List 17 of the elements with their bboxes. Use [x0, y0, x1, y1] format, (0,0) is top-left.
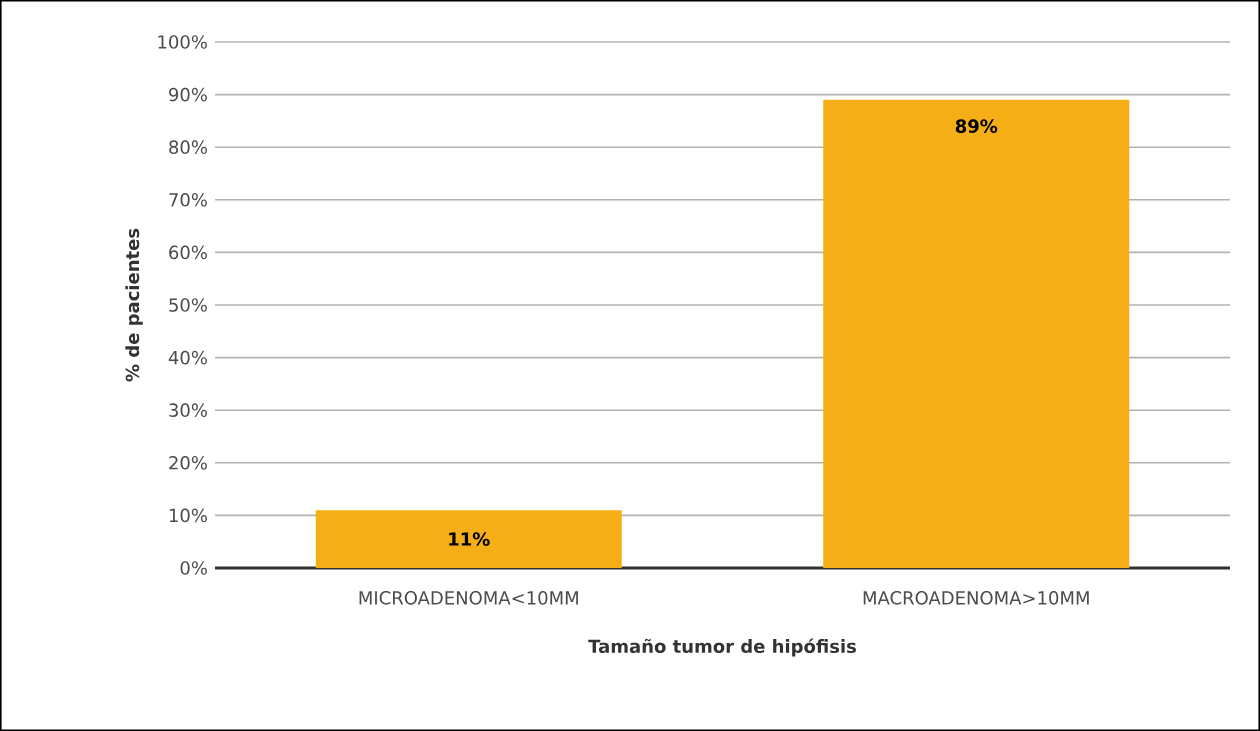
- y-tick-label: 90%: [169, 87, 207, 102]
- data-label: 89%: [955, 119, 998, 133]
- y-tick-label: 10%: [169, 508, 207, 523]
- y-tick-label: 100%: [158, 35, 207, 49]
- y-tick-label: 20%: [169, 455, 207, 470]
- y-tick-label: 80%: [169, 140, 207, 154]
- y-tick-label: 70%: [169, 192, 207, 207]
- y-tick-label: 30%: [169, 403, 207, 417]
- y-tick-label: 40%: [168, 350, 207, 365]
- x-tick-label: MACROADENOMA>10MM: [863, 591, 1089, 605]
- data-label: 11%: [449, 532, 490, 546]
- y-tick-label: 0%: [180, 561, 207, 575]
- y-tick-label: 60%: [169, 245, 207, 260]
- x-axis-title: Tamaño tumor de hipófisis: [588, 638, 856, 657]
- x-tick-label: MICROADENOMA<10MM: [359, 591, 578, 605]
- y-tick-label: 50%: [169, 298, 207, 312]
- y-axis-title: % de pacientes: [125, 228, 143, 382]
